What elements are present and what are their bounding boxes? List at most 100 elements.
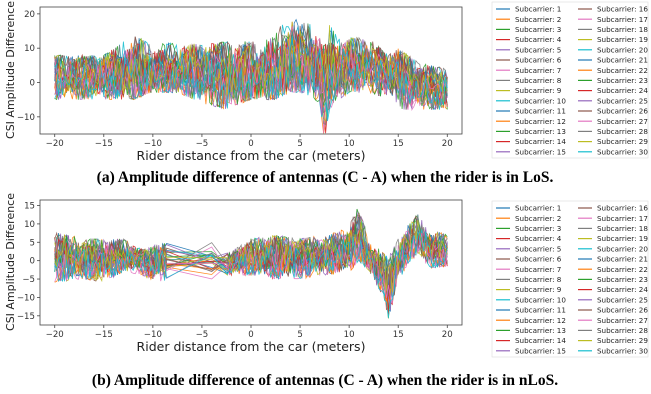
legend-label: Subcarrier: 23 — [597, 275, 648, 284]
legend-label: Subcarrier: 17 — [597, 15, 648, 24]
legend-label: Subcarrier: 22 — [597, 265, 648, 274]
y-tick-label: 0 — [30, 257, 35, 267]
legend-label: Subcarrier: 16 — [597, 5, 648, 14]
legend-label: Subcarrier: 11 — [515, 107, 566, 116]
legend-label: Subcarrier: 5 — [515, 45, 561, 54]
legend-label: Subcarrier: 25 — [597, 295, 648, 304]
legend-label: Subcarrier: 7 — [515, 66, 561, 75]
legend-label: Subcarrier: 28 — [597, 326, 648, 335]
legend-label: Subcarrier: 3 — [515, 224, 561, 233]
y-tick-label: 15 — [24, 202, 35, 212]
legend-label: Subcarrier: 27 — [597, 117, 648, 126]
x-tick-label: −15 — [95, 139, 113, 149]
legend-label: Subcarrier: 4 — [515, 234, 562, 243]
line-los-18 — [54, 22, 448, 97]
legend-frame — [491, 1, 649, 159]
legend-label: Subcarrier: 16 — [597, 204, 648, 213]
legend-label: Subcarrier: 19 — [597, 35, 648, 44]
legend-label: Subcarrier: 17 — [597, 214, 648, 223]
chart-nlos: −20 −15 −10 −5 0 5 10 15 20 −15 −10 −5 0 5 10 15 Rider d… — [4, 193, 649, 358]
x-tick-label: 15 — [393, 330, 404, 340]
y-tick-label: 10 — [24, 220, 35, 230]
line-nlos-30 — [54, 229, 448, 319]
line-los-30 — [54, 35, 448, 119]
legend-label: Subcarrier: 30 — [597, 147, 648, 156]
x-tick-label: −20 — [46, 330, 64, 340]
legend-label: Subcarrier: 21 — [597, 56, 648, 65]
legend-label: Subcarrier: 24 — [597, 285, 648, 294]
y-tick-label: −10 — [17, 113, 35, 123]
legend-label: Subcarrier: 12 — [515, 117, 566, 126]
y-tick-label: 5 — [30, 238, 35, 248]
legend-frame — [491, 200, 649, 358]
y-axis-label: CSI Amplitude Difference — [4, 1, 17, 139]
legend-label: Subcarrier: 1 — [515, 5, 561, 14]
y-tick-label: −5 — [22, 275, 35, 285]
y-tick-label: 0 — [30, 79, 35, 89]
legend-label: Subcarrier: 20 — [597, 45, 648, 54]
x-tick-label: 15 — [393, 139, 404, 149]
x-tick-label: 5 — [297, 330, 302, 340]
legend-label: Subcarrier: 4 — [515, 35, 562, 44]
legend-label: Subcarrier: 18 — [597, 224, 648, 233]
line-los-28 — [54, 47, 448, 126]
legend-label: Subcarrier: 13 — [515, 326, 566, 335]
legend-label: Subcarrier: 28 — [597, 127, 648, 136]
chart-los: −20 −15 −10 −5 0 5 10 15 20 −10 0 10 20 Rider distanc… — [4, 1, 648, 163]
legend-label: Subcarrier: 7 — [515, 265, 561, 274]
x-tick-label: −10 — [144, 330, 162, 340]
y-axis-label: CSI Amplitude Difference — [4, 193, 17, 331]
legend-label: Subcarrier: 10 — [515, 96, 566, 105]
x-tick-label: −5 — [196, 330, 209, 340]
legend-label: Subcarrier: 9 — [515, 285, 562, 294]
x-axis-label: Rider distance from the car (meters) — [137, 148, 366, 163]
legend-label: Subcarrier: 5 — [515, 244, 561, 253]
legend-label: Subcarrier: 18 — [597, 25, 648, 34]
x-tick-label: 10 — [344, 330, 355, 340]
y-tick-label: −10 — [17, 293, 35, 303]
x-tick-label: 5 — [297, 139, 302, 149]
series-lines — [54, 18, 448, 134]
legend-label: Subcarrier: 11 — [515, 306, 566, 315]
x-tick-label: 0 — [248, 330, 253, 340]
legend-label: Subcarrier: 19 — [597, 234, 648, 243]
x-tick-label: 20 — [442, 139, 453, 149]
legend-label: Subcarrier: 9 — [515, 86, 562, 95]
legend-label: Subcarrier: 10 — [515, 295, 566, 304]
legend-label: Subcarrier: 14 — [515, 336, 566, 345]
x-axis-label: Rider distance from the car (meters) — [137, 339, 366, 354]
legend-label: Subcarrier: 8 — [515, 275, 562, 284]
legend-label: Subcarrier: 6 — [515, 255, 562, 264]
x-tick-label: 0 — [248, 139, 253, 149]
line-nlos-29 — [54, 219, 448, 293]
line-los-29 — [54, 25, 448, 103]
legend-label: Subcarrier: 21 — [597, 255, 648, 264]
legend-label: Subcarrier: 14 — [515, 137, 566, 146]
legend-label: Subcarrier: 29 — [597, 137, 648, 146]
legend-label: Subcarrier: 23 — [597, 76, 648, 85]
legend-label: Subcarrier: 2 — [515, 214, 561, 223]
caption-nlos: (b) Amplitude difference of antennas (C … — [92, 372, 558, 389]
x-tick-label: 20 — [442, 330, 453, 340]
legend-label: Subcarrier: 30 — [597, 346, 648, 355]
caption-los: (a) Amplitude difference of antennas (C … — [97, 169, 554, 186]
legend-label: Subcarrier: 3 — [515, 25, 561, 34]
legend-label: Subcarrier: 27 — [597, 316, 648, 325]
legend-label: Subcarrier: 25 — [597, 96, 648, 105]
legend-label: Subcarrier: 24 — [597, 86, 648, 95]
legend-label: Subcarrier: 26 — [597, 306, 648, 315]
legend-label: Subcarrier: 12 — [515, 316, 566, 325]
x-tick-label: −20 — [46, 139, 64, 149]
legend-label: Subcarrier: 22 — [597, 66, 648, 75]
x-tick-label: −10 — [144, 139, 162, 149]
y-tick-label: 10 — [24, 44, 35, 54]
legend-label: Subcarrier: 2 — [515, 15, 561, 24]
y-tick-label: −15 — [17, 312, 35, 322]
legend-label: Subcarrier: 15 — [515, 346, 566, 355]
legend-label: Subcarrier: 6 — [515, 56, 562, 65]
series-lines — [54, 208, 448, 319]
legend-label: Subcarrier: 20 — [597, 244, 648, 253]
